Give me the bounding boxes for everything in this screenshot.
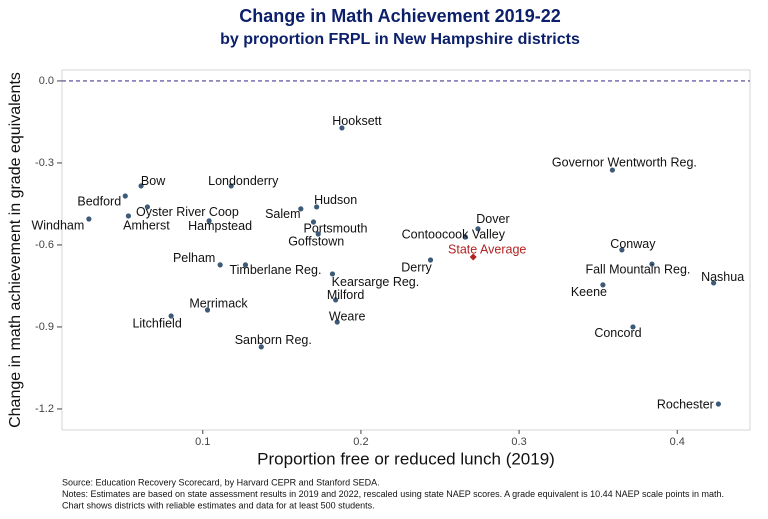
point	[298, 206, 304, 212]
point-label: Pelham	[173, 251, 215, 265]
y-axis-label: Change in math achievement in grade equi…	[7, 72, 24, 428]
point	[600, 282, 606, 288]
point-label: Milford	[327, 288, 365, 302]
note: Source: Education Recovery Scorecard, by…	[62, 477, 380, 487]
y-tick-label: 0.0	[39, 75, 54, 87]
point	[649, 261, 655, 267]
point-label: Dover	[476, 212, 509, 226]
x-tick-label: 0.2	[353, 436, 368, 448]
y-tick-label: -0.9	[35, 321, 54, 333]
point	[630, 324, 636, 330]
reference-point-label: State Average	[448, 242, 526, 256]
point-label: Bedford	[77, 194, 121, 208]
x-axis-label: Proportion free or reduced lunch (2019)	[257, 449, 555, 468]
y-tick-label: -1.2	[35, 403, 54, 415]
note: Chart shows districts with reliable esti…	[62, 500, 375, 510]
note: Notes: Estimates are based on state asse…	[62, 489, 724, 499]
point	[228, 183, 234, 189]
point-label: Hooksett	[332, 114, 382, 128]
point	[619, 247, 625, 253]
point-label: Concord	[594, 326, 641, 340]
point	[138, 183, 144, 189]
point	[217, 262, 223, 268]
point-label: Weare	[329, 309, 366, 323]
x-tick-label: 0.3	[511, 436, 526, 448]
x-tick-label: 0.1	[195, 436, 210, 448]
point	[609, 167, 616, 173]
point-label: Windham	[31, 218, 84, 232]
reference-point	[469, 253, 477, 261]
point	[242, 262, 249, 268]
point-label: Keene	[571, 285, 607, 299]
point-label: Hampstead	[188, 219, 252, 233]
point	[462, 234, 468, 240]
point	[315, 231, 321, 237]
plot-area	[61, 69, 751, 431]
point	[334, 319, 340, 325]
point	[86, 216, 92, 222]
point-label: Goffstown	[288, 234, 344, 248]
y-tick-label: -0.6	[35, 239, 54, 251]
point-label: Rochester	[657, 397, 714, 411]
point-label: Timberlane Reg.	[229, 263, 321, 277]
point	[314, 204, 320, 210]
point-label: Amherst	[123, 218, 170, 232]
point	[427, 257, 434, 263]
point	[333, 297, 339, 303]
point-label: Kearsarge Reg.	[332, 275, 420, 289]
point-label: Nashua	[701, 270, 744, 284]
chart-title: Change in Math Achievement 2019-22	[239, 6, 560, 26]
point-label: Bow	[141, 174, 166, 188]
point-label: Portsmouth	[304, 221, 368, 235]
y-tick-label: -0.3	[35, 157, 54, 169]
point-label: Merrimack	[189, 296, 248, 310]
point-label: Governor Wentworth Reg.	[552, 155, 697, 169]
point	[329, 271, 336, 277]
point-label: Litchfield	[132, 316, 181, 330]
point	[475, 226, 481, 232]
point	[310, 219, 317, 225]
point-label: Derry	[401, 260, 432, 274]
point-label: Sanborn Reg.	[235, 333, 312, 347]
point	[711, 280, 717, 286]
point-label: Salem	[265, 207, 300, 221]
point-label: Conway	[610, 237, 656, 251]
point	[168, 313, 174, 319]
point	[206, 218, 212, 224]
point	[204, 307, 211, 313]
point-label: Hudson	[314, 193, 357, 207]
point	[258, 344, 264, 350]
point	[125, 213, 132, 219]
point-label: Londonderry	[208, 174, 279, 188]
x-tick-label: 0.4	[670, 436, 685, 448]
chart-subtitle: by proportion FRPL in New Hampshire dist…	[220, 31, 580, 48]
point-label: Contoocook Valley	[402, 227, 506, 241]
point	[715, 401, 721, 407]
point-label: Oyster River Coop	[136, 205, 239, 219]
point	[144, 204, 151, 210]
point	[339, 125, 345, 131]
point-label: Fall Mountain Reg.	[585, 262, 690, 276]
point	[122, 193, 128, 199]
